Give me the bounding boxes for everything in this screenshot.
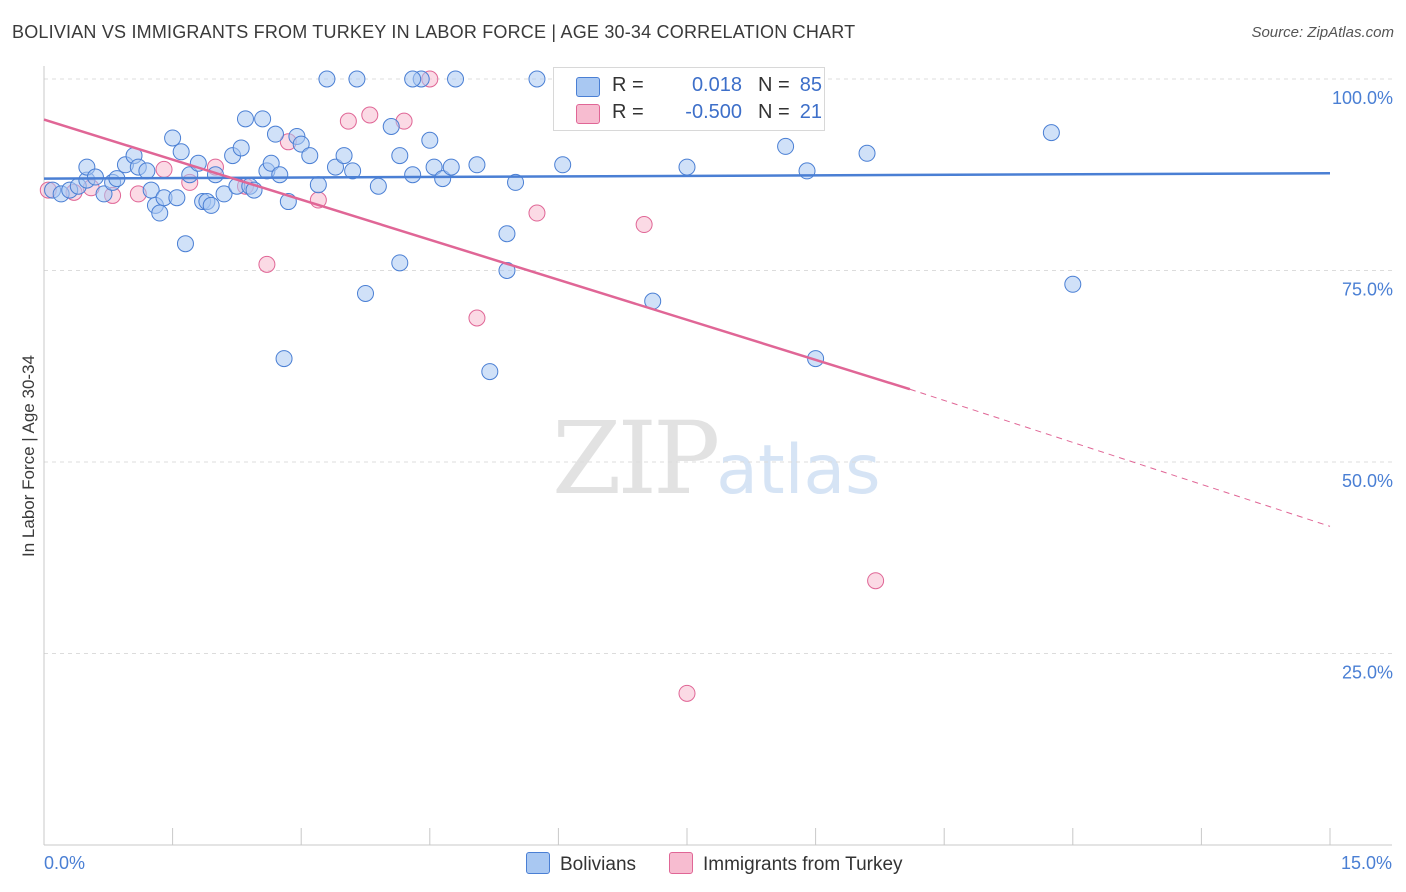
legend-r-value: 0.018 <box>691 74 742 96</box>
data-point[interactable] <box>678 158 696 176</box>
gridlines <box>44 78 1392 654</box>
data-point[interactable] <box>678 684 696 702</box>
data-point[interactable] <box>309 176 327 194</box>
data-point[interactable] <box>86 168 104 186</box>
y-axis-label: In Labor Force | Age 30-34 <box>19 355 38 557</box>
trend-line-bolivians <box>43 171 1331 180</box>
data-point[interactable] <box>236 110 254 128</box>
data-point[interactable] <box>292 135 310 153</box>
data-point[interactable] <box>176 235 194 253</box>
series-turkey-points <box>39 70 885 702</box>
data-point[interactable] <box>481 363 499 381</box>
legend-swatch-blue <box>576 77 600 97</box>
data-point[interactable] <box>507 173 525 191</box>
data-point[interactable] <box>447 70 465 88</box>
data-point[interactable] <box>318 70 336 88</box>
data-point[interactable] <box>168 189 186 207</box>
data-point[interactable] <box>434 170 452 188</box>
data-point[interactable] <box>339 112 357 130</box>
x-tick-label-right: 15.0% <box>1341 853 1392 873</box>
data-point[interactable] <box>155 160 173 178</box>
data-point[interactable] <box>344 162 362 180</box>
data-point[interactable] <box>391 147 409 165</box>
legend-swatch-pink <box>576 104 600 124</box>
legend-n-label: N = <box>758 101 790 123</box>
data-point[interactable] <box>258 255 276 273</box>
data-point[interactable] <box>172 143 190 161</box>
data-point[interactable] <box>202 196 220 214</box>
watermark-zip: ZIP <box>552 400 720 517</box>
legend-r-value: -0.500 <box>685 101 742 123</box>
bottom-legend-swatch-blue <box>526 852 550 874</box>
stats-legend: R = 0.018 N = 85 R = -0.500 N = 21 <box>553 67 825 131</box>
y-tick-label: 75.0% <box>1342 280 1393 300</box>
trend-lines <box>43 118 1331 527</box>
x-tick-label-left: 0.0% <box>44 853 85 873</box>
y-tick-label: 100.0% <box>1332 88 1393 108</box>
data-point[interactable] <box>404 166 422 184</box>
legend-n-label: N = <box>758 74 790 96</box>
data-point[interactable] <box>382 117 400 135</box>
data-point[interactable] <box>635 216 653 234</box>
data-point[interactable] <box>151 204 169 222</box>
data-point[interactable] <box>391 254 409 272</box>
source-label: Source: ZipAtlas.com <box>1251 24 1394 41</box>
y-tick-label: 50.0% <box>1342 471 1393 491</box>
data-point[interactable] <box>361 106 379 124</box>
data-point[interactable] <box>271 166 289 184</box>
data-point[interactable] <box>357 284 374 302</box>
legend-n-value: 85 <box>799 74 822 96</box>
legend-r-label: R = <box>612 101 644 123</box>
y-tick-labels: 100.0% 75.0% 50.0% 25.0% <box>1332 88 1393 683</box>
data-point[interactable] <box>421 131 439 149</box>
data-point[interactable] <box>468 156 486 174</box>
data-point[interactable] <box>164 129 182 147</box>
bottom-legend-turkey[interactable]: Immigrants from Turkey <box>669 852 903 876</box>
trend-line-turkey-extension <box>909 388 1331 527</box>
data-point[interactable] <box>232 139 250 157</box>
data-point[interactable] <box>335 147 353 165</box>
data-point[interactable] <box>468 309 486 327</box>
data-point[interactable] <box>275 350 293 368</box>
data-point[interactable] <box>528 204 546 222</box>
bottom-legend-bolivians[interactable]: Bolivians <box>526 852 636 876</box>
x-tick-marks <box>172 828 1331 845</box>
data-point[interactable] <box>266 125 284 143</box>
data-point[interactable] <box>348 70 366 88</box>
bottom-legend-label: Bolivians <box>560 854 637 875</box>
data-point[interactable] <box>301 147 319 165</box>
data-point[interactable] <box>554 156 572 174</box>
watermark: ZIPatlas <box>552 400 881 517</box>
data-point[interactable] <box>442 158 460 176</box>
data-point[interactable] <box>425 158 443 176</box>
data-point[interactable] <box>215 185 233 203</box>
legend-r-label: R = <box>612 74 644 96</box>
data-point[interactable] <box>498 225 516 243</box>
data-point[interactable] <box>262 154 280 172</box>
data-point[interactable] <box>369 177 387 195</box>
data-point[interactable] <box>777 137 795 155</box>
chart-title: BOLIVIAN VS IMMIGRANTS FROM TURKEY IN LA… <box>12 22 856 42</box>
trend-line-turkey <box>43 118 911 391</box>
data-point[interactable] <box>254 110 272 128</box>
series-bolivians-points <box>44 70 1082 381</box>
data-point[interactable] <box>404 70 422 88</box>
legend-n-value: 21 <box>799 101 822 123</box>
data-point[interactable] <box>95 185 113 203</box>
data-point[interactable] <box>326 158 344 176</box>
data-point[interactable] <box>1064 275 1082 293</box>
bottom-legend-swatch-pink <box>669 852 693 874</box>
data-point[interactable] <box>1042 124 1060 142</box>
bottom-legend-label: Immigrants from Turkey <box>703 854 903 875</box>
watermark-atlas: atlas <box>716 431 881 510</box>
y-tick-label: 25.0% <box>1342 663 1393 683</box>
data-point[interactable] <box>528 70 546 88</box>
data-point[interactable] <box>858 144 876 162</box>
data-point[interactable] <box>867 572 885 590</box>
data-point[interactable] <box>138 162 156 180</box>
